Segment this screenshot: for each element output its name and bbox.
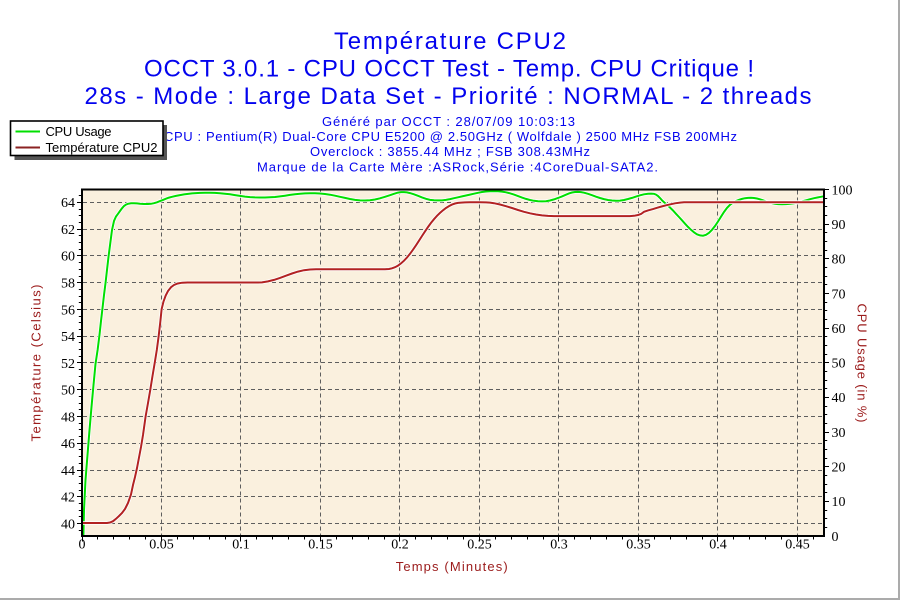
svg-text:28s - Mode : Large Data Set -: 28s - Mode : Large Data Set - Priorité :… bbox=[85, 83, 812, 110]
svg-text:Marque de la Carte Mère :ASRoc: Marque de la Carte Mère :ASRock,Série :4… bbox=[257, 159, 658, 174]
svg-text:Généré par OCCT : 28/07/09 10:: Généré par OCCT : 28/07/09 10:03:13 bbox=[322, 114, 575, 129]
svg-text:Température CPU2: Température CPU2 bbox=[46, 140, 158, 155]
svg-text:54: 54 bbox=[61, 330, 75, 345]
svg-text:Temps (Minutes): Temps (Minutes) bbox=[396, 559, 508, 574]
svg-text:100: 100 bbox=[832, 183, 853, 198]
svg-text:56: 56 bbox=[61, 303, 75, 318]
svg-text:52: 52 bbox=[61, 357, 75, 372]
svg-text:40: 40 bbox=[61, 517, 75, 532]
svg-text:50: 50 bbox=[832, 357, 846, 372]
svg-text:OCCT 3.0.1 - CPU OCCT Test - T: OCCT 3.0.1 - CPU OCCT Test - Temp. CPU C… bbox=[144, 55, 754, 82]
svg-text:0.35: 0.35 bbox=[626, 538, 651, 553]
svg-text:48: 48 bbox=[61, 410, 75, 425]
svg-text:0: 0 bbox=[79, 538, 86, 553]
svg-text:10: 10 bbox=[832, 495, 846, 510]
svg-text:20: 20 bbox=[832, 461, 846, 476]
svg-text:Overclock : 3855.44 MHz ; FSB: Overclock : 3855.44 MHz ; FSB 308.43MHz bbox=[310, 144, 590, 159]
svg-text:62: 62 bbox=[61, 223, 75, 238]
svg-text:0.05: 0.05 bbox=[149, 538, 174, 553]
svg-text:CPU Usage (in %): CPU Usage (in %) bbox=[855, 304, 870, 423]
svg-text:46: 46 bbox=[61, 437, 75, 452]
svg-text:40: 40 bbox=[832, 391, 846, 406]
svg-text:Température (Celsius): Température (Celsius) bbox=[29, 285, 44, 442]
svg-text:58: 58 bbox=[61, 277, 75, 292]
svg-text:CPU : Pentium(R) Dual-Core CPU: CPU : Pentium(R) Dual-Core CPU E5200 @ 2… bbox=[164, 129, 737, 144]
svg-text:60: 60 bbox=[832, 322, 846, 337]
svg-text:0.25: 0.25 bbox=[467, 538, 492, 553]
svg-text:CPU Usage: CPU Usage bbox=[46, 124, 112, 139]
svg-text:80: 80 bbox=[832, 253, 846, 268]
svg-text:70: 70 bbox=[832, 287, 846, 302]
svg-text:0.2: 0.2 bbox=[391, 538, 409, 553]
svg-text:Température CPU2: Température CPU2 bbox=[334, 28, 566, 55]
svg-text:30: 30 bbox=[832, 426, 846, 441]
svg-text:0: 0 bbox=[832, 530, 839, 545]
svg-text:64: 64 bbox=[61, 196, 75, 211]
svg-text:60: 60 bbox=[61, 250, 75, 265]
svg-text:42: 42 bbox=[61, 491, 75, 506]
svg-text:0.4: 0.4 bbox=[709, 538, 727, 553]
svg-text:0.1: 0.1 bbox=[232, 538, 250, 553]
svg-text:44: 44 bbox=[61, 464, 75, 479]
svg-text:0.15: 0.15 bbox=[308, 538, 333, 553]
svg-text:0.3: 0.3 bbox=[550, 538, 568, 553]
svg-text:50: 50 bbox=[61, 384, 75, 399]
svg-text:0.45: 0.45 bbox=[785, 538, 810, 553]
svg-text:90: 90 bbox=[832, 218, 846, 233]
